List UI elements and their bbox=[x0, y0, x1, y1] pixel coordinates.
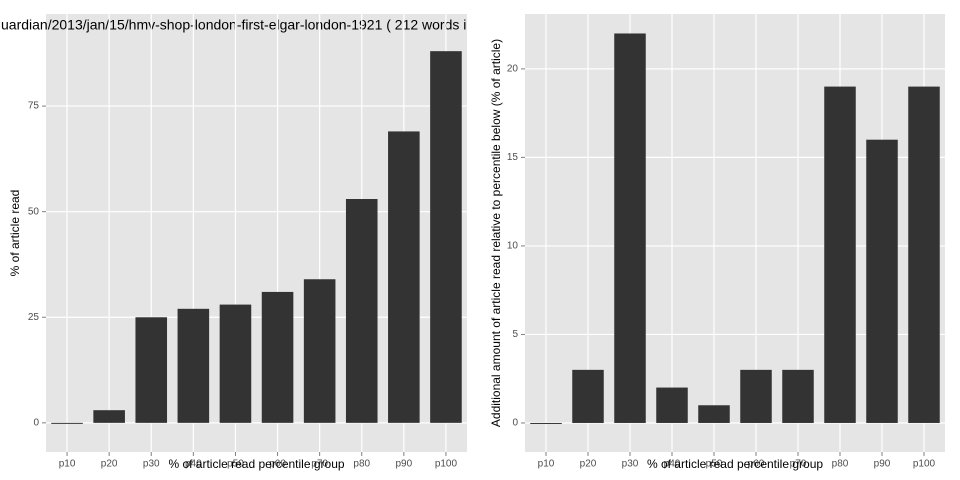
bar bbox=[219, 304, 252, 423]
bar bbox=[530, 422, 562, 424]
x-tick-label: p60 bbox=[748, 459, 765, 470]
y-tick-label: 20 bbox=[507, 64, 519, 75]
bar bbox=[177, 308, 210, 423]
bar bbox=[572, 369, 604, 423]
x-tick-label: p80 bbox=[832, 459, 849, 470]
y-tick-label: 5 bbox=[512, 329, 518, 340]
y-axis-label: Additional amount of article read relati… bbox=[489, 39, 503, 427]
x-tick-label: p10 bbox=[538, 459, 555, 470]
bar bbox=[303, 279, 336, 423]
bar bbox=[656, 387, 688, 423]
x-tick-label: p20 bbox=[101, 459, 118, 470]
y-axis-label: % of article read bbox=[8, 190, 22, 277]
bar bbox=[93, 410, 125, 423]
x-tick-label: p100 bbox=[435, 459, 458, 470]
bar bbox=[908, 86, 940, 423]
y-tick-label: 0 bbox=[512, 418, 518, 429]
x-axis-label: % of article read percentile group bbox=[168, 457, 344, 471]
x-tick-label: p40 bbox=[664, 459, 681, 470]
bar bbox=[261, 291, 294, 423]
x-tick-label: p30 bbox=[622, 459, 639, 470]
bar bbox=[782, 369, 814, 423]
y-tick-label: 25 bbox=[28, 312, 40, 323]
x-axis-label: % of article read percentile group bbox=[647, 457, 823, 471]
x-tick-label: p50 bbox=[227, 459, 244, 470]
bar bbox=[430, 51, 462, 423]
bar bbox=[135, 317, 168, 423]
bar bbox=[698, 405, 730, 423]
x-tick-label: p50 bbox=[706, 459, 723, 470]
y-tick-label: 75 bbox=[28, 101, 40, 112]
bar bbox=[740, 369, 772, 423]
bar bbox=[388, 131, 420, 423]
x-tick-label: p90 bbox=[396, 459, 413, 470]
bar bbox=[614, 33, 646, 423]
x-tick-label: p70 bbox=[311, 459, 328, 470]
bar bbox=[51, 422, 83, 424]
x-tick-label: p10 bbox=[59, 459, 76, 470]
x-tick-label: p20 bbox=[580, 459, 597, 470]
y-tick-label: 0 bbox=[33, 417, 39, 428]
x-tick-label: p100 bbox=[913, 459, 936, 470]
y-tick-label: 15 bbox=[507, 152, 519, 163]
bar bbox=[824, 86, 856, 423]
y-tick-label: 10 bbox=[507, 241, 519, 252]
y-tick-label: 50 bbox=[28, 206, 40, 217]
chart-title: uardian/2013/jan/15/hmv-shop-london-firs… bbox=[1, 17, 466, 33]
x-tick-label: p60 bbox=[269, 459, 286, 470]
bar bbox=[345, 198, 378, 423]
bar bbox=[866, 139, 898, 423]
x-tick-label: p40 bbox=[185, 459, 202, 470]
x-tick-label: p80 bbox=[353, 459, 370, 470]
x-tick-label: p90 bbox=[874, 459, 891, 470]
x-tick-label: p30 bbox=[143, 459, 160, 470]
x-tick-label: p70 bbox=[790, 459, 807, 470]
